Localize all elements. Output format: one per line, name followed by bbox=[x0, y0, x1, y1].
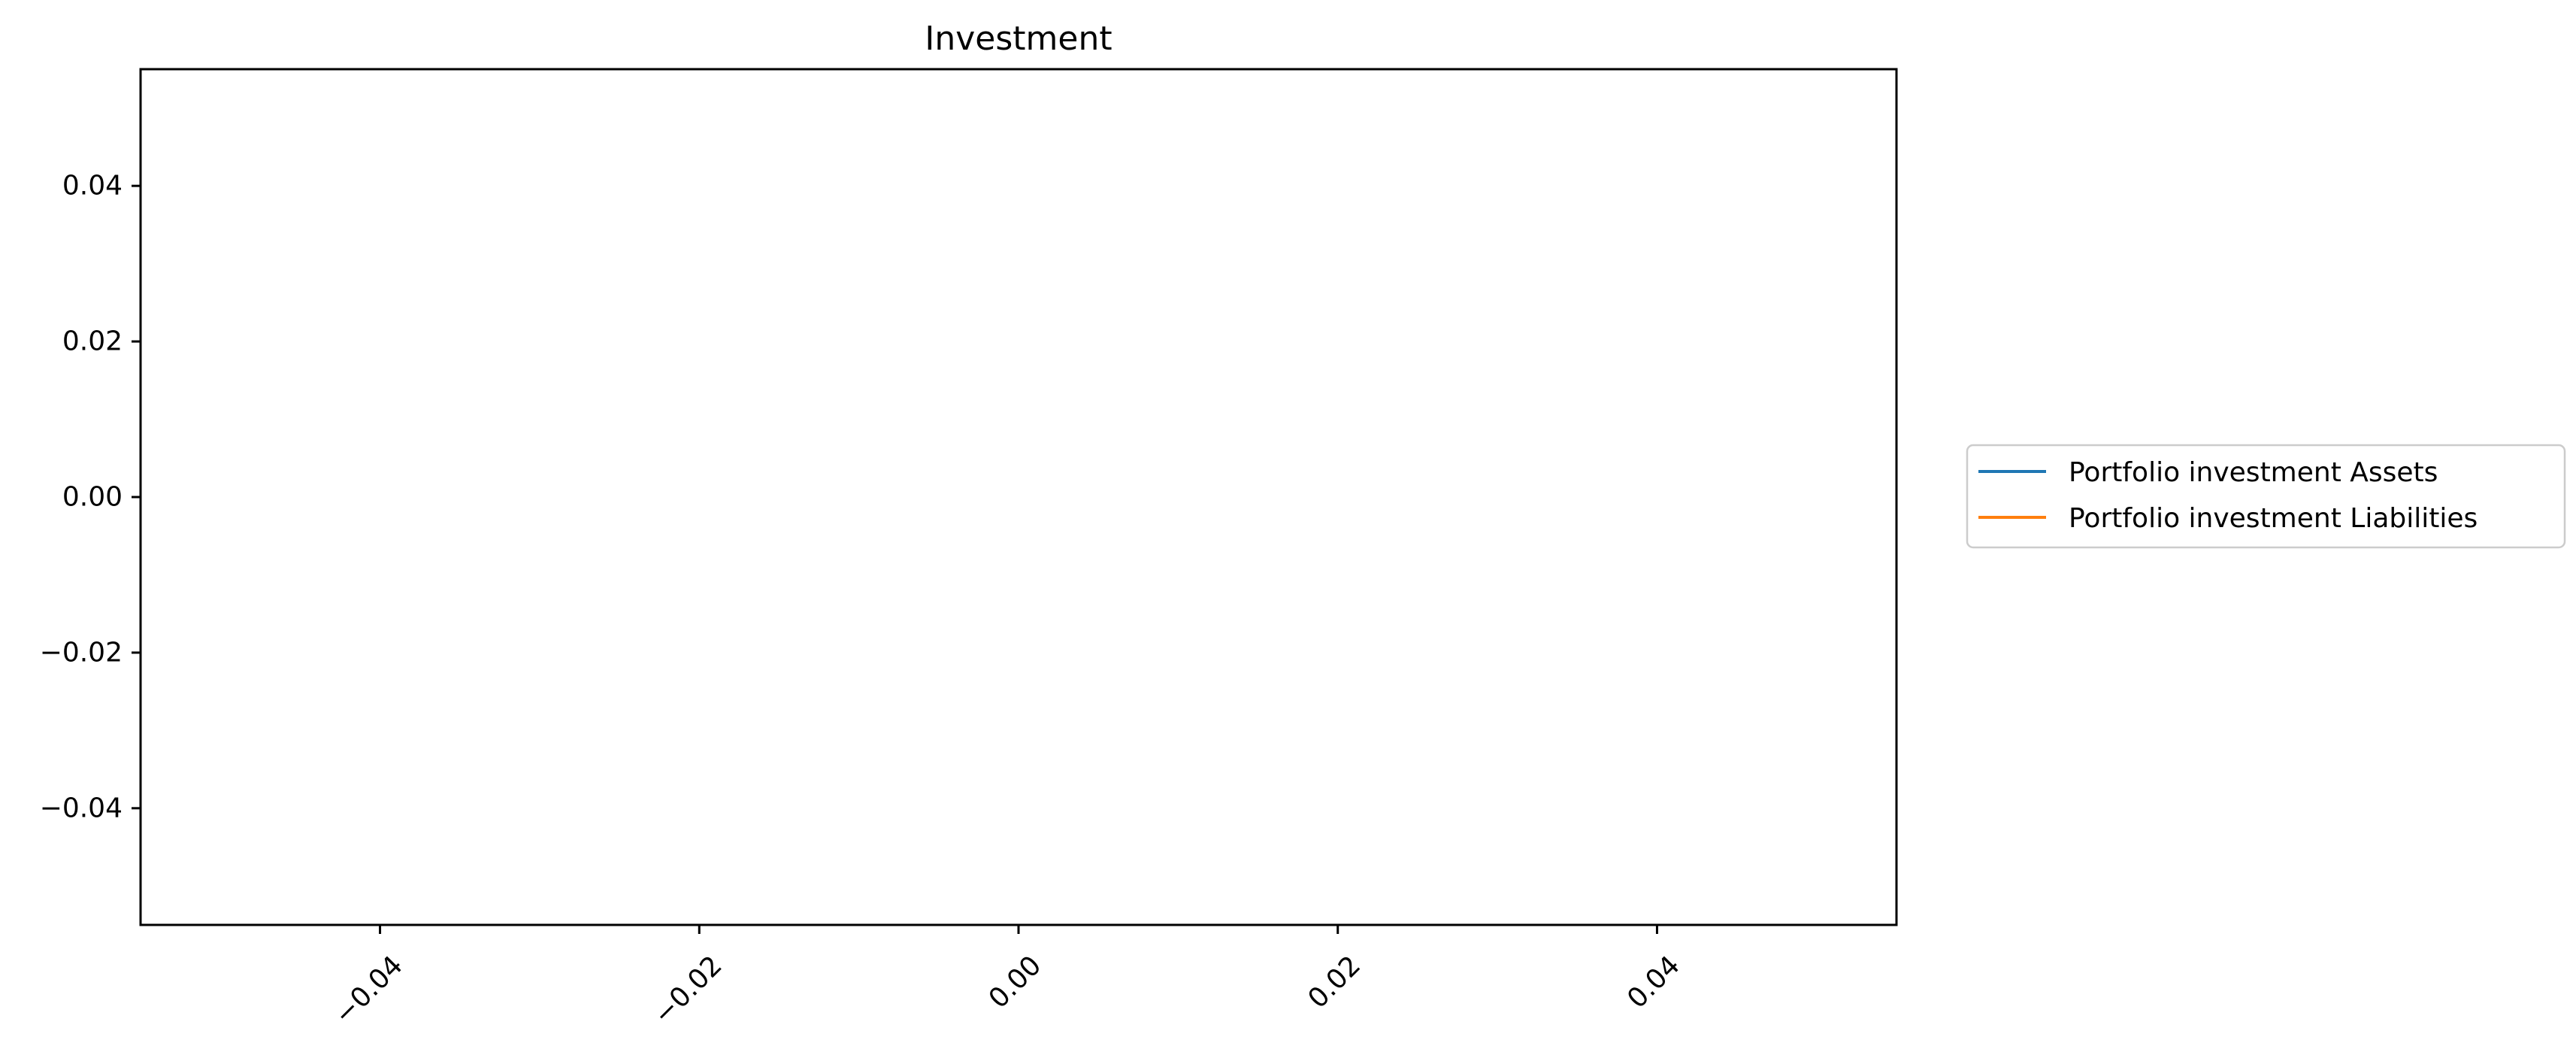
legend: Portfolio investment Assets Portfolio in… bbox=[1966, 444, 2566, 549]
y-axis: 0.04 0.02 0.00 −0.02 −0.04 bbox=[40, 171, 141, 823]
y-tick-label: 0.00 bbox=[62, 482, 123, 513]
legend-box bbox=[1966, 444, 2566, 549]
y-tick-label: 0.04 bbox=[62, 171, 123, 202]
y-tick-label: −0.04 bbox=[40, 793, 123, 823]
chart-title: Investment bbox=[925, 20, 1112, 58]
y-tick-label: −0.02 bbox=[40, 637, 123, 668]
y-tick-label: 0.02 bbox=[62, 326, 123, 357]
legend-label-assets: Portfolio investment Assets bbox=[2069, 457, 2438, 488]
legend-label-liabilities: Portfolio investment Liabilities bbox=[2069, 503, 2478, 534]
